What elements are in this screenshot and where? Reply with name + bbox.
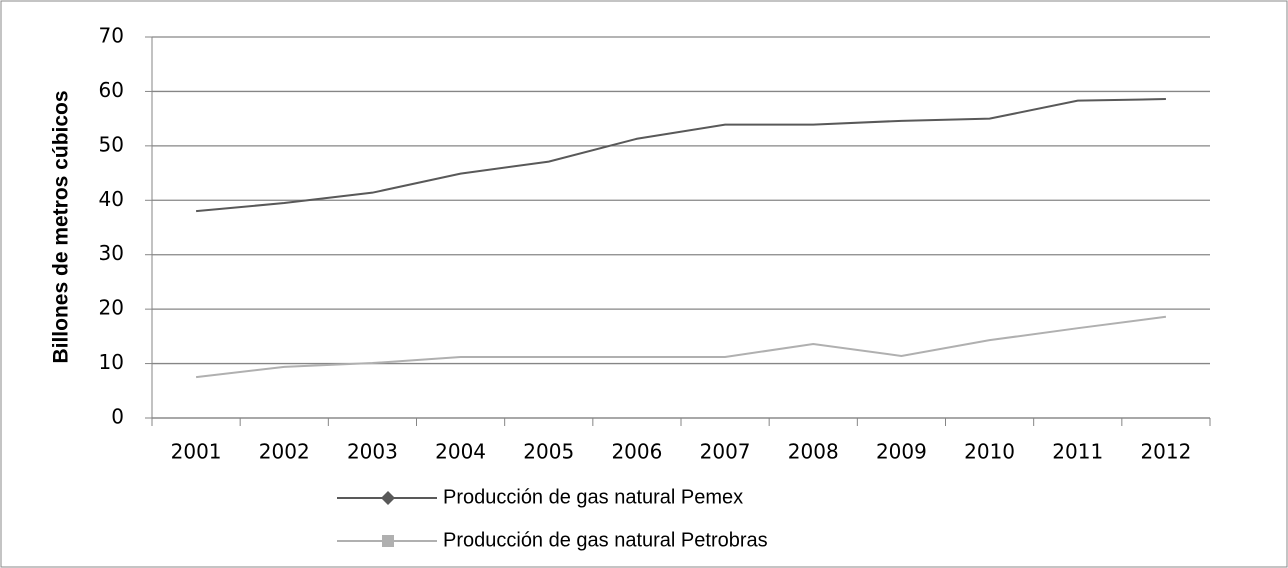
- x-tick-label: 2011: [1052, 440, 1103, 464]
- x-tick-label: 2012: [1140, 440, 1191, 464]
- y-tick-label: 60: [99, 78, 124, 102]
- y-tick-label: 40: [99, 187, 124, 211]
- y-tick-label: 70: [99, 24, 124, 48]
- y-tick-label: 0: [111, 405, 124, 429]
- x-tick-label: 2003: [347, 440, 398, 464]
- y-tick-label: 30: [99, 241, 124, 265]
- x-tick-label: 2006: [611, 440, 662, 464]
- y-tick-label: 50: [99, 132, 124, 156]
- x-tick-label: 2005: [523, 440, 574, 464]
- legend-marker: [382, 535, 394, 547]
- x-tick-label: 2010: [964, 440, 1015, 464]
- series-line: [195, 315, 1167, 379]
- y-tick-label: 20: [99, 296, 124, 320]
- y-axis-label: Billones de metros cúbicos: [50, 90, 73, 363]
- x-tick-label: 2002: [259, 440, 310, 464]
- x-tick-label: 2009: [876, 440, 927, 464]
- x-tick-label: 2004: [435, 440, 486, 464]
- x-tick-label: 2007: [700, 440, 751, 464]
- x-tick-label: 2008: [788, 440, 839, 464]
- y-tick-label: 10: [99, 350, 124, 374]
- legend-label: Producción de gas natural Pemex: [443, 486, 743, 508]
- legend-label: Producción de gas natural Petrobras: [443, 529, 768, 551]
- x-tick-label: 2001: [171, 440, 222, 464]
- series-line: [195, 98, 1166, 213]
- legend-marker: [381, 491, 395, 505]
